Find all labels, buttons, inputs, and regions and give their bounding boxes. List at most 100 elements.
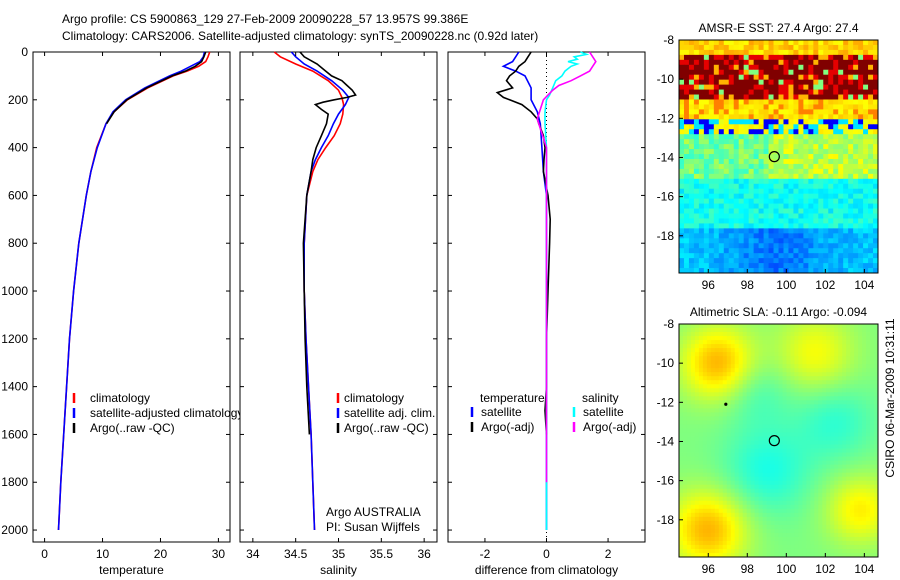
sla-cell: [730, 468, 736, 474]
sla-cell: [786, 432, 791, 437]
sla-cell: [830, 536, 835, 542]
sla-cell: [730, 436, 736, 441]
sla-cell: [734, 460, 740, 466]
sla-cell: [734, 504, 740, 510]
sla-cell: [718, 452, 724, 457]
sst-cell: [858, 183, 864, 190]
sst-cell: [783, 124, 789, 130]
sla-cell: [874, 336, 879, 341]
sla-cell: [682, 336, 688, 341]
sla-cell: [722, 424, 728, 429]
sla-cell: [798, 500, 803, 506]
sla-cell: [774, 396, 779, 401]
sla-cell: [846, 428, 851, 433]
sla-cell: [778, 408, 783, 413]
sst-cell: [778, 253, 784, 259]
sla-cell: [826, 408, 831, 413]
sla-cell: [778, 404, 783, 409]
sla-cell: [694, 480, 700, 486]
sla-cell: [854, 392, 859, 397]
sst-cell: [788, 218, 794, 224]
sst-cell: [773, 248, 779, 254]
sst-cell: [823, 193, 829, 200]
sst-cell: [873, 74, 879, 81]
sla-cell: [794, 336, 799, 341]
sst-cell: [798, 99, 804, 105]
sla-cell: [750, 344, 756, 349]
sla-cell: [810, 364, 815, 369]
sst-cell: [703, 233, 710, 239]
sst-cell: [853, 213, 859, 219]
sla-cell: [794, 436, 799, 441]
sla-cell: [726, 380, 732, 385]
sst-cell: [703, 124, 710, 130]
sla-cell: [730, 516, 736, 522]
sst-cell: [828, 109, 834, 115]
sla-cell: [770, 428, 775, 433]
x-axis-label: difference from climatology: [475, 563, 618, 577]
sla-cell: [826, 328, 831, 333]
sst-cell: [688, 248, 695, 254]
sla-cell: [858, 352, 863, 357]
sla-cell: [694, 388, 700, 393]
sla-cell: [790, 336, 795, 341]
sst-cell: [703, 258, 710, 264]
sla-cell: [710, 504, 716, 510]
sst-cell: [838, 59, 844, 66]
x-tick-label: 96: [702, 562, 716, 576]
sla-cell: [794, 492, 799, 498]
sst-cell: [758, 129, 764, 135]
sst-cell: [728, 228, 735, 234]
sla-cell: [874, 324, 879, 329]
sst-cell: [803, 163, 809, 170]
sst-cell: [713, 124, 720, 130]
sst-cell: [748, 79, 755, 86]
sla-cell: [862, 420, 867, 425]
sla-cell: [806, 428, 811, 433]
sst-cell: [768, 74, 774, 81]
sla-cell: [710, 524, 716, 530]
x-tick-label: 102: [815, 278, 835, 292]
sst-cell: [698, 248, 705, 254]
sst-cell: [823, 49, 829, 56]
sla-cell: [798, 364, 803, 369]
sla-cell: [706, 396, 712, 401]
sla-cell: [679, 428, 684, 433]
sst-cell: [868, 139, 874, 145]
sla-cell: [730, 460, 736, 466]
sst-cell: [858, 144, 864, 150]
sla-cell: [826, 532, 831, 538]
sla-cell: [786, 392, 791, 397]
sla-cell: [746, 352, 752, 357]
sla-cell: [710, 532, 716, 538]
sst-cell: [763, 54, 769, 61]
sst-cell: [863, 44, 869, 51]
sst-cell: [783, 64, 789, 71]
sst-cell: [758, 49, 764, 56]
sst-cell: [773, 49, 779, 56]
sla-cell: [702, 376, 708, 381]
sst-cell: [723, 104, 730, 110]
sla-cell: [822, 360, 827, 365]
sla-cell: [726, 416, 732, 421]
sla-cell: [694, 524, 700, 530]
sla-cell: [698, 396, 704, 401]
sst-cell: [728, 129, 735, 135]
sla-cell: [870, 548, 875, 554]
sst-cell: [679, 69, 685, 76]
sst-cell: [728, 218, 735, 224]
sla-cell: [758, 372, 763, 377]
sst-cell: [688, 208, 695, 214]
x-tick-label: 102: [815, 562, 835, 576]
sla-cell: [750, 364, 756, 369]
sst-cell: [863, 114, 869, 120]
sst-cell: [723, 223, 730, 229]
sst-cell: [679, 253, 685, 259]
sla-cell: [858, 380, 863, 385]
sst-cell: [808, 144, 814, 150]
sst-cell: [703, 59, 710, 66]
sst-cell: [728, 208, 735, 214]
sla-cell: [762, 400, 767, 405]
sst-cell: [708, 178, 715, 185]
sla-cell: [786, 452, 791, 457]
